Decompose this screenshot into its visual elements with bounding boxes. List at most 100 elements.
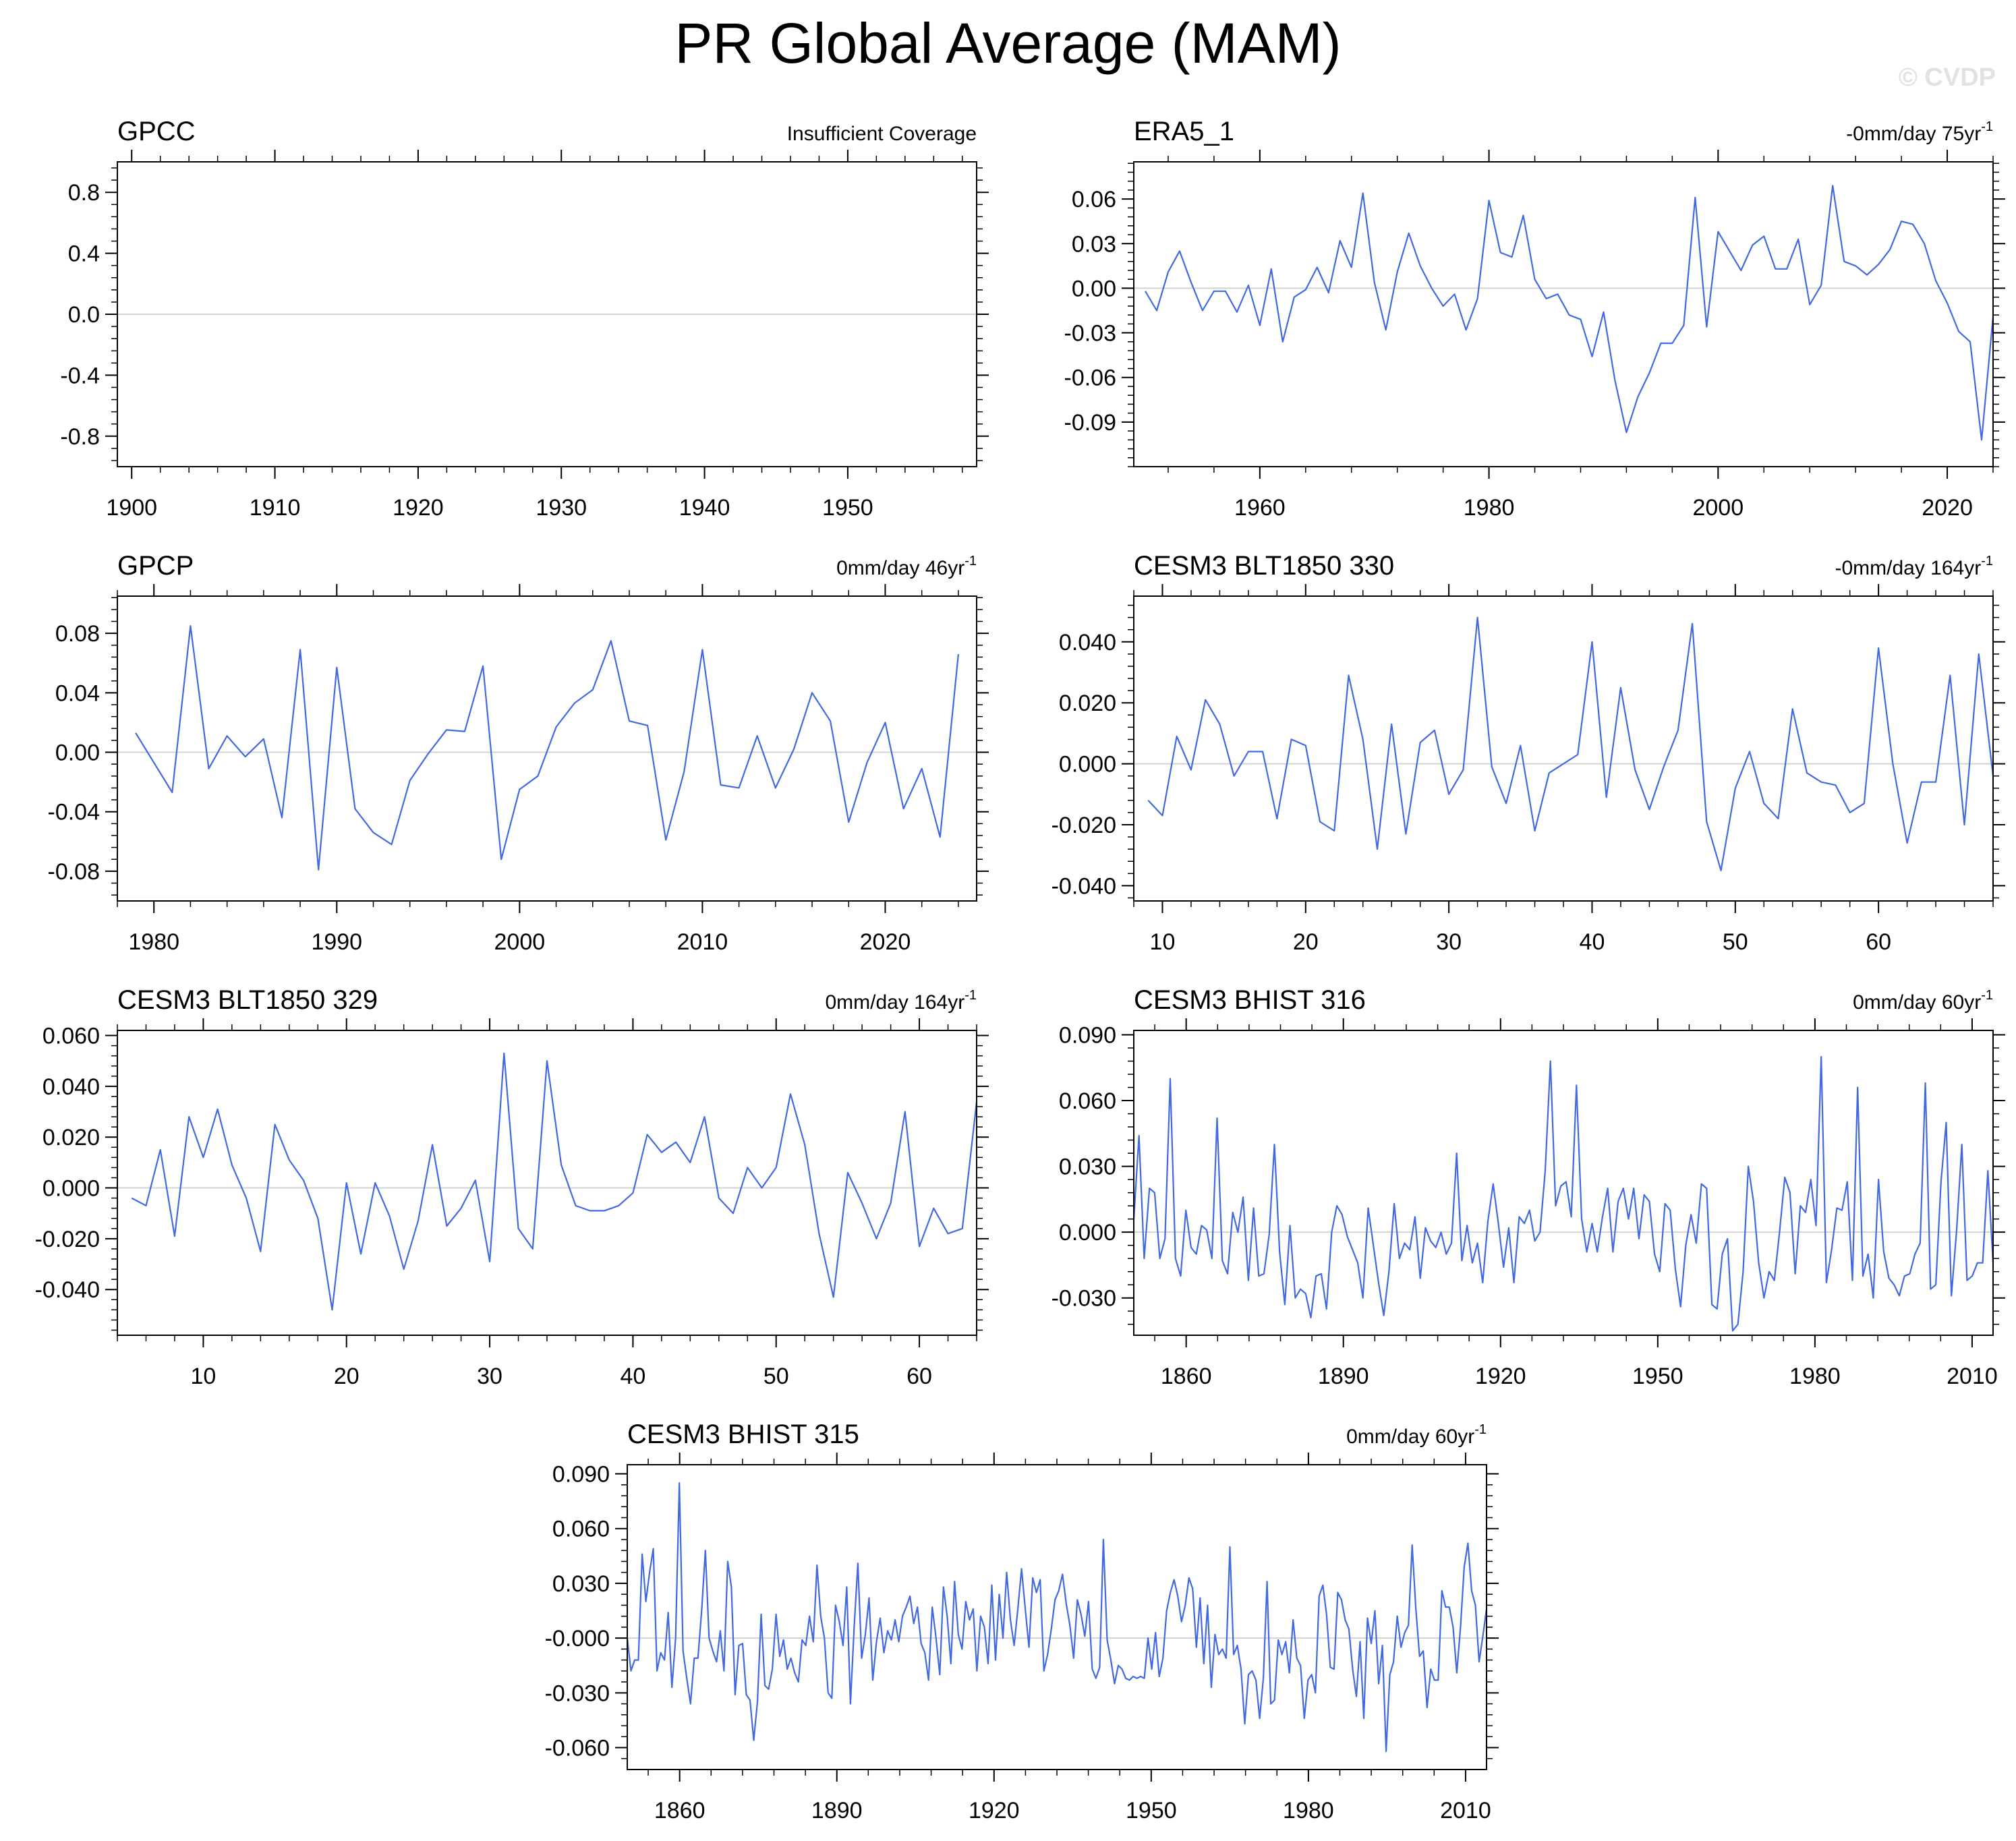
annotation-text: 0mm/day 164yr [825, 991, 964, 1014]
y-tick-label: 0.8 [68, 180, 100, 206]
panel-title: CESM3 BHIST 316 [1134, 985, 1366, 1015]
panel-annotation: 0mm/day 46yr-1 [836, 554, 977, 579]
y-tick-label: 0.03 [1072, 231, 1116, 257]
x-tick-label: 1930 [536, 495, 587, 521]
y-tick-label: -0.08 [48, 859, 100, 885]
x-tick-label: 1890 [811, 1798, 863, 1823]
x-tick-label: 1950 [822, 495, 873, 521]
x-tick-label: 1910 [250, 495, 301, 521]
y-tick-label: 0.060 [552, 1517, 610, 1542]
annotation-superscript: -1 [1981, 119, 1993, 134]
y-tick-label: -0.04 [48, 800, 100, 825]
x-tick-label: 2000 [1692, 495, 1744, 521]
panel-era5: ERA5_1 -0mm/day 75yr-1 0.06 0.03 0.00 -0.03 -0… [1064, 117, 2005, 521]
y-tick-label: 0.4 [68, 241, 100, 267]
plot-frame [117, 161, 977, 467]
y-tick-label: 0.060 [42, 1024, 100, 1049]
x-tick-label: 1860 [1161, 1364, 1212, 1389]
y-tick-label: 0.090 [1059, 1023, 1116, 1049]
panel-annotation: -0mm/day 164yr-1 [1835, 554, 1993, 579]
y-tick-label: 0.000 [1059, 1220, 1116, 1246]
annotation-superscript: -1 [1981, 554, 1993, 568]
panel-annotation: 0mm/day 164yr-1 [825, 988, 977, 1014]
x-tick-label: 1920 [393, 495, 444, 521]
page-title: PR Global Average (MAM) [674, 11, 1342, 75]
annotation-text: 0mm/day 60yr [1346, 1426, 1474, 1448]
x-tick-label: 1920 [1475, 1364, 1526, 1389]
x-tick-label: 50 [764, 1364, 789, 1389]
x-tick-label: 1940 [679, 495, 730, 521]
y-tick-label: 0.000 [1059, 752, 1116, 778]
annotation-text: Insufficient Coverage [787, 123, 977, 145]
x-tick-label: 1900 [106, 495, 157, 521]
y-tick-label: 0.030 [552, 1571, 610, 1597]
x-tick-label: 30 [1436, 929, 1462, 955]
x-tick-label: 1980 [1283, 1798, 1334, 1823]
y-tick-label: -0.020 [1052, 813, 1116, 838]
y-tick-label: -0.030 [1052, 1286, 1116, 1312]
x-tick-label: 20 [334, 1364, 359, 1389]
x-tick-label: 50 [1723, 929, 1748, 955]
x-tick-label: 1950 [1126, 1798, 1177, 1823]
x-tick-label: 10 [1150, 929, 1176, 955]
y-tick-label: 0.000 [42, 1176, 100, 1202]
y-tick-label: 0.08 [55, 621, 100, 647]
annotation-text: -0mm/day 164yr [1835, 557, 1981, 579]
x-tick-label: 1920 [969, 1798, 1020, 1823]
y-tick-label: -0.06 [1064, 366, 1117, 391]
y-tick-label: 0.0 [68, 302, 100, 328]
plot-frame [627, 1464, 1487, 1770]
series-line [135, 624, 959, 871]
y-tick-label: -0.09 [1064, 410, 1117, 436]
y-tick-label: 0.020 [42, 1125, 100, 1150]
panel-title: GPCP [117, 551, 194, 581]
y-tick-label: 0.040 [1059, 630, 1116, 655]
x-tick-label: 30 [477, 1364, 502, 1389]
watermark: © CVDP [1898, 63, 1996, 92]
x-tick-label: 2010 [677, 929, 728, 955]
x-tick-label: 1990 [311, 929, 362, 955]
x-tick-label: 2000 [494, 929, 546, 955]
x-tick-label: 10 [190, 1364, 216, 1389]
series-line [1147, 616, 1994, 871]
x-tick-label: 1980 [1464, 495, 1515, 521]
panel-title: ERA5_1 [1134, 117, 1234, 146]
annotation-text: -0mm/day 75yr [1846, 123, 1981, 145]
y-tick-label: -0.8 [60, 424, 100, 450]
x-tick-label: 60 [1866, 929, 1891, 955]
panel-annotation: Insufficient Coverage [787, 123, 977, 145]
y-tick-label: -0.03 [1064, 321, 1117, 347]
panel-blt329: CESM3 BLT1850 329 0mm/day 164yr-1 0.060 0.0… [35, 985, 989, 1389]
panel-gpcc: GPCC Insufficient Coverage 0.8 0.4 0.0 -0.4 -0… [60, 117, 989, 521]
x-tick-label: 2010 [1440, 1798, 1491, 1823]
annotation-superscript: -1 [1474, 1422, 1487, 1437]
y-tick-label: 0.00 [1072, 276, 1116, 301]
x-tick-label: 1960 [1234, 495, 1286, 521]
y-tick-label: -0.030 [545, 1681, 610, 1706]
annotation-text: 0mm/day 46yr [836, 557, 964, 579]
x-tick-label: 1890 [1318, 1364, 1369, 1389]
x-tick-label: 40 [1580, 929, 1605, 955]
annotation-superscript: -1 [964, 988, 977, 1003]
x-tick-label: 2020 [1922, 495, 1973, 521]
x-tick-label: 1980 [128, 929, 179, 955]
x-tick-label: 1860 [654, 1798, 705, 1823]
x-tick-label: 40 [620, 1364, 645, 1389]
panel-title: GPCC [117, 117, 196, 146]
series-line [626, 1482, 1488, 1752]
annotation-superscript: -1 [1981, 988, 1993, 1003]
series-line [131, 1052, 978, 1311]
y-tick-label: -0.060 [545, 1736, 610, 1761]
y-tick-label: 0.060 [1059, 1088, 1116, 1114]
x-tick-label: 2020 [860, 929, 911, 955]
annotation-text: 0mm/day 60yr [1853, 991, 1981, 1014]
x-tick-label: 1950 [1632, 1364, 1683, 1389]
y-tick-label: 0.030 [1059, 1155, 1116, 1180]
panel-annotation: 0mm/day 60yr-1 [1346, 1422, 1487, 1448]
annotation-superscript: -1 [964, 554, 977, 568]
y-tick-label: -0.4 [60, 363, 100, 388]
panel-gpcp: GPCP 0mm/day 46yr-1 0.08 0.04 0.00 -0.04 -0.08… [48, 551, 989, 955]
panel-title: CESM3 BLT1850 329 [117, 985, 378, 1015]
x-tick-label: 20 [1293, 929, 1319, 955]
